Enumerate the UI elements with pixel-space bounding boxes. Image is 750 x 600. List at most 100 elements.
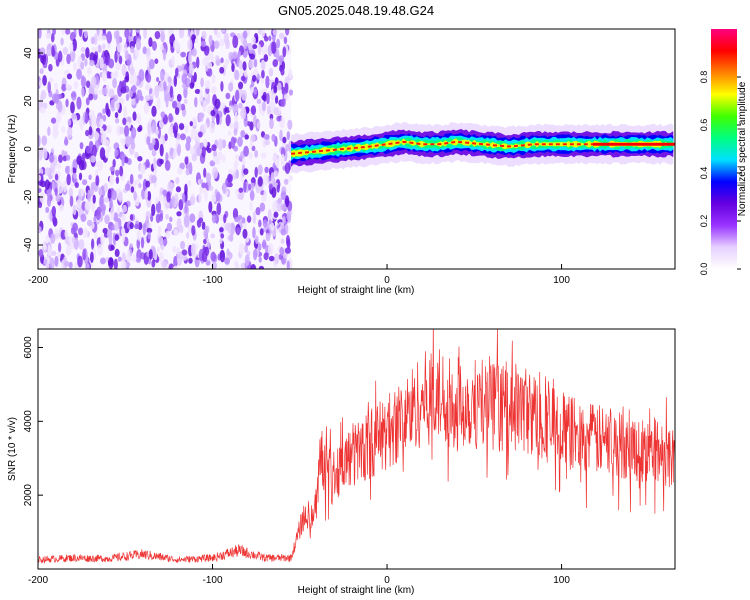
noise-speckle (71, 90, 77, 101)
noise-speckle (156, 96, 161, 110)
x-tick-label: -100 (203, 275, 223, 286)
noise-speckle (264, 166, 269, 174)
noise-speckle (237, 81, 244, 90)
noise-speckle (60, 126, 66, 134)
noise-speckle (242, 228, 248, 239)
noise-speckle (142, 223, 146, 236)
noise-speckle (135, 113, 142, 125)
noise-speckle (117, 256, 122, 262)
noise-speckle (120, 138, 125, 144)
noise-speckle (106, 31, 112, 44)
noise-speckle (160, 72, 164, 82)
noise-speckle (178, 168, 183, 175)
noise-speckle (86, 145, 92, 154)
noise-speckle (228, 82, 234, 92)
noise-speckle (71, 113, 77, 120)
y-tick-label: 6000 (23, 336, 34, 359)
noise-speckle (89, 59, 95, 67)
noise-speckle (288, 89, 294, 96)
noise-speckle (147, 121, 152, 135)
noise-speckle (277, 197, 283, 204)
noise-speckle (275, 48, 280, 61)
noise-speckle (67, 126, 73, 139)
noise-speckle (82, 248, 87, 261)
noise-speckle (179, 162, 185, 170)
noise-speckle (72, 38, 77, 52)
spectrogram-x-ticks: -200 -100 0 100 (28, 264, 570, 286)
noise-speckle (90, 181, 97, 190)
noise-speckle (203, 45, 210, 56)
noise-speckle (131, 254, 137, 263)
noise-speckle (220, 57, 224, 64)
noise-speckle (51, 205, 57, 217)
noise-speckle (268, 67, 274, 77)
noise-speckle (274, 76, 279, 87)
noise-speckle (88, 174, 92, 181)
noise-speckle (253, 249, 258, 261)
noise-speckle (250, 134, 256, 143)
noise-speckle (67, 118, 72, 126)
noise-speckle (51, 180, 55, 190)
noise-speckle (228, 105, 233, 112)
noise-speckle (195, 29, 200, 36)
noise-speckle (122, 117, 127, 126)
noise-speckle (144, 188, 148, 201)
noise-speckle (277, 82, 282, 92)
noise-speckle (198, 112, 205, 119)
snr-frame (37, 328, 676, 570)
noise-speckle (168, 263, 175, 269)
noise-speckle (194, 96, 198, 108)
noise-speckle (65, 98, 69, 108)
noise-speckle (80, 76, 87, 88)
noise-speckle (90, 238, 95, 250)
noise-speckle (280, 228, 286, 236)
noise-speckle (69, 42, 74, 53)
noise-speckle (129, 173, 134, 185)
noise-speckle (178, 29, 185, 39)
noise-speckle (212, 155, 219, 163)
noise-speckle (48, 63, 53, 72)
noise-speckle (112, 77, 117, 89)
noise-speckle (257, 176, 263, 187)
noise-speckle (223, 213, 227, 224)
noise-speckle (194, 88, 201, 95)
signal-band-layer (291, 138, 674, 158)
noise-speckle (218, 38, 225, 47)
noise-speckle (110, 245, 115, 251)
noise-speckle (150, 174, 157, 184)
noise-speckle (228, 51, 234, 61)
noise-speckle (152, 122, 157, 134)
noise-speckle (272, 200, 278, 214)
noise-speckle (81, 152, 86, 162)
noise-speckle (198, 192, 202, 203)
noise-speckle (266, 92, 270, 105)
noise-speckle (283, 93, 290, 100)
noise-speckle (122, 204, 128, 213)
noise-speckle (211, 144, 217, 152)
noise-speckle (97, 160, 104, 172)
noise-speckle (280, 153, 285, 164)
noise-speckle (193, 71, 197, 83)
noise-speckle (38, 148, 43, 161)
noise-speckle (201, 182, 207, 189)
noise-speckle (267, 208, 272, 221)
noise-speckle (84, 200, 91, 211)
noise-speckle (106, 124, 112, 134)
noise-speckle (123, 105, 128, 118)
noise-speckle (72, 222, 79, 233)
noise-speckle (101, 205, 106, 216)
snr-y-label: SNR (10 * v/v) (7, 417, 18, 481)
noise-speckle (77, 255, 83, 268)
x-tick-label: 100 (553, 575, 570, 586)
noise-speckle (100, 127, 104, 135)
noise-speckle (116, 206, 121, 215)
colorbar-tick-label: 0.6 (699, 119, 709, 132)
noise-speckle (217, 151, 223, 161)
noise-speckle (89, 52, 95, 63)
noise-speckle (245, 106, 250, 114)
noise-speckle (114, 149, 119, 157)
noise-speckle (73, 173, 77, 179)
x-tick-label: 100 (553, 275, 570, 286)
noise-speckle (69, 195, 74, 207)
noise-speckle (129, 243, 133, 249)
